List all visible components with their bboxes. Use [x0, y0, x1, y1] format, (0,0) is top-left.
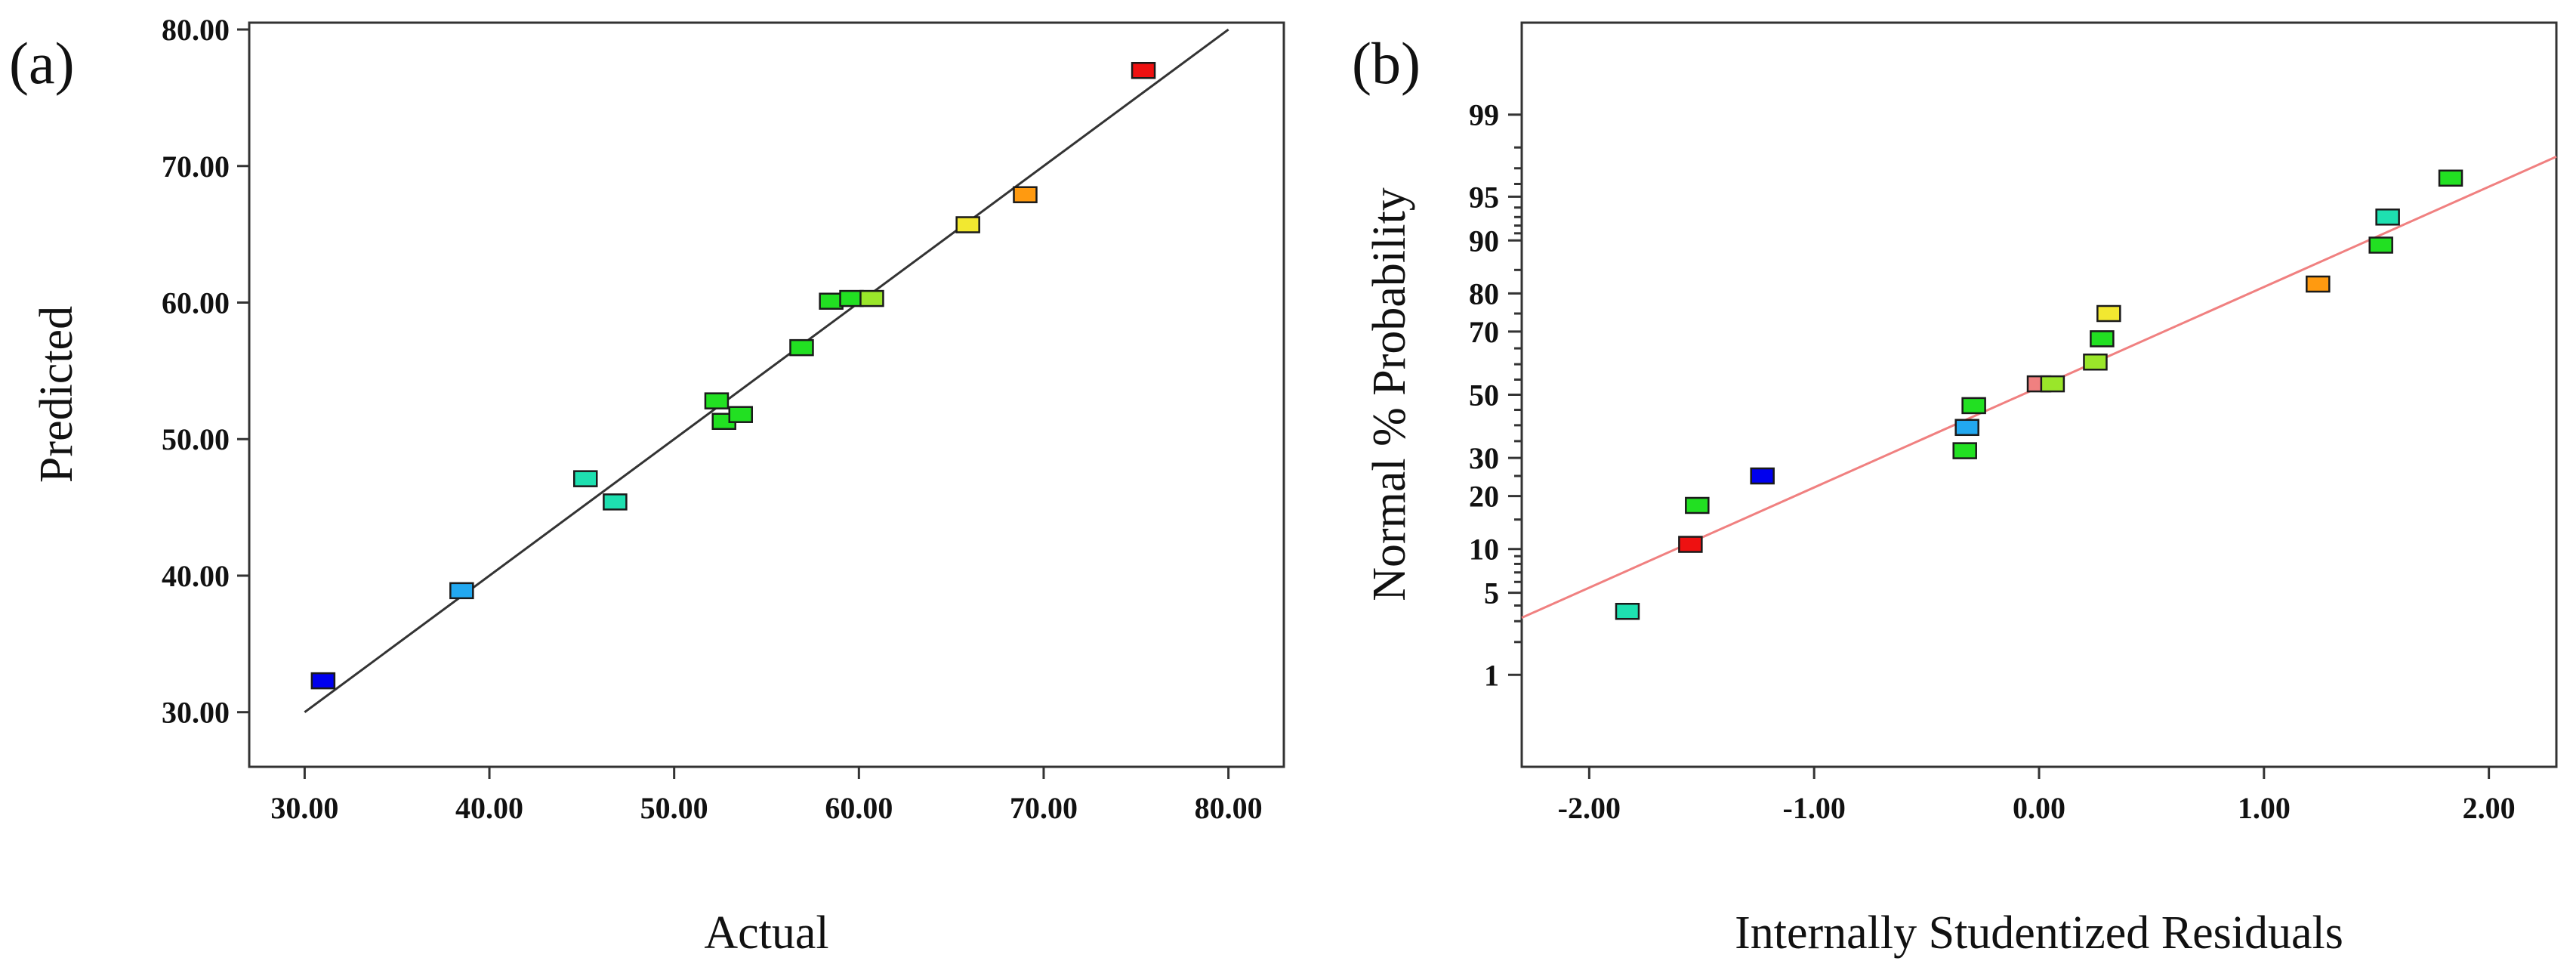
point-b-1: [1615, 602, 1640, 620]
point-a-12: [955, 216, 980, 233]
x-tick-label-neg2: -2.00: [1558, 791, 1621, 825]
panel-b-ticks: [1508, 113, 2491, 779]
y-tick-label-50: 50.00: [162, 422, 230, 456]
prob-tick-label-70: 70: [1469, 315, 1499, 349]
point-a-11: [859, 289, 884, 307]
point-a-9: [819, 292, 844, 310]
y-tick-label-80: 80.00: [162, 13, 230, 47]
panel-a-x-tick-labels: 30.00 40.00 50.00 60.00 70.00 80.00: [270, 791, 1262, 825]
prob-tick-label-80: 80: [1469, 277, 1499, 311]
x-tick-label-30: 30.00: [270, 791, 338, 825]
x-tick-label-60: 60.00: [825, 791, 893, 825]
panel-a-label: (a): [9, 30, 75, 96]
panel-a-ticks: [237, 28, 1230, 779]
y-tick-label-70: 70.00: [162, 150, 230, 184]
point-b-12: [2096, 304, 2121, 323]
prob-tick-label-30: 30: [1469, 441, 1499, 475]
prob-tick-label-99: 99: [1469, 98, 1499, 132]
x-tick-label-neg1: -1.00: [1783, 791, 1846, 825]
prob-tick-label-50: 50: [1469, 378, 1499, 412]
point-b-14: [2368, 236, 2393, 254]
point-a-5: [704, 392, 730, 409]
x-tick-label-50: 50.00: [640, 791, 708, 825]
y-tick-label-40: 40.00: [162, 559, 230, 593]
x-tick-label-70: 70.00: [1010, 791, 1078, 825]
point-a-4: [603, 493, 628, 511]
prob-tick-label-95: 95: [1469, 180, 1499, 214]
y-tick-label-60: 60.00: [162, 286, 230, 320]
prob-tick-label-1: 1: [1484, 658, 1499, 692]
panel-b-y-axis-label: Normal % Probability: [1364, 187, 1415, 601]
point-b-7: [1961, 397, 1986, 415]
point-b-3: [1685, 496, 1710, 514]
x-tick-label-40: 40.00: [455, 791, 523, 825]
prob-tick-label-90: 90: [1469, 224, 1499, 258]
panel-b-x-axis-label: Internally Studentized Residuals: [1735, 907, 2343, 959]
panel-b-x-tick-labels: -2.00 -1.00 0.00 1.00 2.00: [1558, 791, 2516, 825]
panel-a-y-axis-label: Predicted: [31, 306, 82, 483]
prob-tick-label-20: 20: [1469, 480, 1499, 514]
point-a-14: [1131, 62, 1156, 79]
panel-a-x-axis-label: Actual: [704, 907, 828, 959]
panel-a-points: [310, 62, 1156, 690]
point-a-13: [1013, 186, 1038, 203]
panel-b-plot-frame: [1520, 21, 2558, 768]
point-a-2: [449, 582, 474, 600]
point-a-1: [310, 672, 336, 690]
panel-a-predicted-vs-actual: (a) 30.00 40.00 50.00 60.00 70.00 80.00 …: [9, 13, 1285, 959]
y-tick-label-30: 30.00: [162, 696, 230, 730]
prob-tick-label-5: 5: [1484, 576, 1499, 610]
point-b-9: [2040, 375, 2065, 393]
x-tick-label-80: 80.00: [1195, 791, 1263, 825]
panel-b-normal-probability-plot: (b) 1 5 10 20 30 50 70 80 90 95 99 -2.00…: [1352, 21, 2558, 959]
x-tick-label-1: 1.00: [2238, 791, 2291, 825]
panel-a-plot-frame: [248, 21, 1285, 768]
point-b-6: [1954, 419, 1979, 437]
prob-tick-label-10: 10: [1469, 533, 1499, 567]
point-b-2: [1678, 536, 1703, 553]
panel-b-y-tick-labels: 1 5 10 20 30 50 70 80 90 95 99: [1469, 98, 1499, 693]
panel-a-y-tick-labels: 30.00 40.00 50.00 60.00 70.00 80.00: [162, 13, 230, 730]
point-b-15: [2375, 209, 2400, 226]
point-b-5: [1952, 442, 1977, 459]
panel-b-label: (b): [1352, 30, 1421, 96]
point-b-13: [2306, 275, 2331, 293]
panel-b-points: [1615, 169, 2463, 620]
point-a-10: [839, 289, 864, 307]
point-a-3: [573, 470, 598, 487]
point-a-7: [728, 406, 753, 423]
x-tick-label-2: 2.00: [2463, 791, 2516, 825]
point-b-16: [2438, 169, 2463, 187]
point-b-4: [1750, 467, 1775, 485]
point-b-11: [2090, 330, 2115, 348]
point-b-10: [2083, 353, 2108, 371]
point-a-8: [789, 338, 814, 357]
x-tick-label-0: 0.00: [2013, 791, 2065, 825]
panel-a-fit-line: [304, 28, 1229, 713]
